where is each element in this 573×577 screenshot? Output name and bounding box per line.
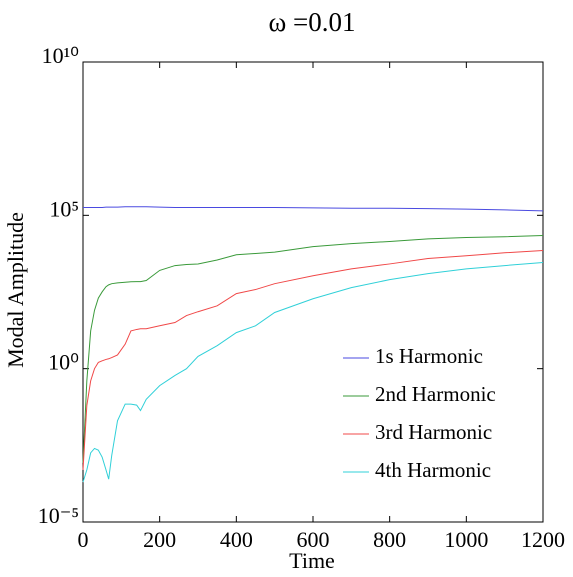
- x-tick-label: 600: [297, 527, 330, 552]
- chart-title: ω =0.01: [269, 7, 356, 37]
- series-line: [82, 250, 544, 470]
- x-tick-label: 200: [143, 527, 176, 552]
- y-tick-label: 10¹⁰: [42, 43, 80, 68]
- y-axis-label: Modal Amplitude: [3, 212, 28, 368]
- legend-label: 1s Harmonic: [375, 344, 483, 368]
- series-line: [82, 235, 544, 463]
- y-tick-label: 10⁵: [49, 196, 79, 221]
- plot-frame: [82, 61, 544, 523]
- x-tick-label: 1000: [444, 527, 488, 552]
- x-tick-label: 0: [78, 527, 89, 552]
- legend-label: 3rd Harmonic: [375, 420, 492, 444]
- x-axis-label: Time: [289, 548, 335, 573]
- legend-label: 4th Harmonic: [375, 458, 491, 482]
- series-line: [83, 206, 544, 212]
- x-tick-label: 400: [220, 527, 253, 552]
- x-tick-label: 800: [373, 527, 406, 552]
- y-tick-label: 10⁰: [48, 350, 79, 375]
- y-tick-label: 10⁻⁵: [38, 503, 79, 528]
- x-tick-label: 1200: [521, 527, 565, 552]
- series-line: [82, 261, 544, 483]
- legend-label: 2nd Harmonic: [375, 382, 496, 406]
